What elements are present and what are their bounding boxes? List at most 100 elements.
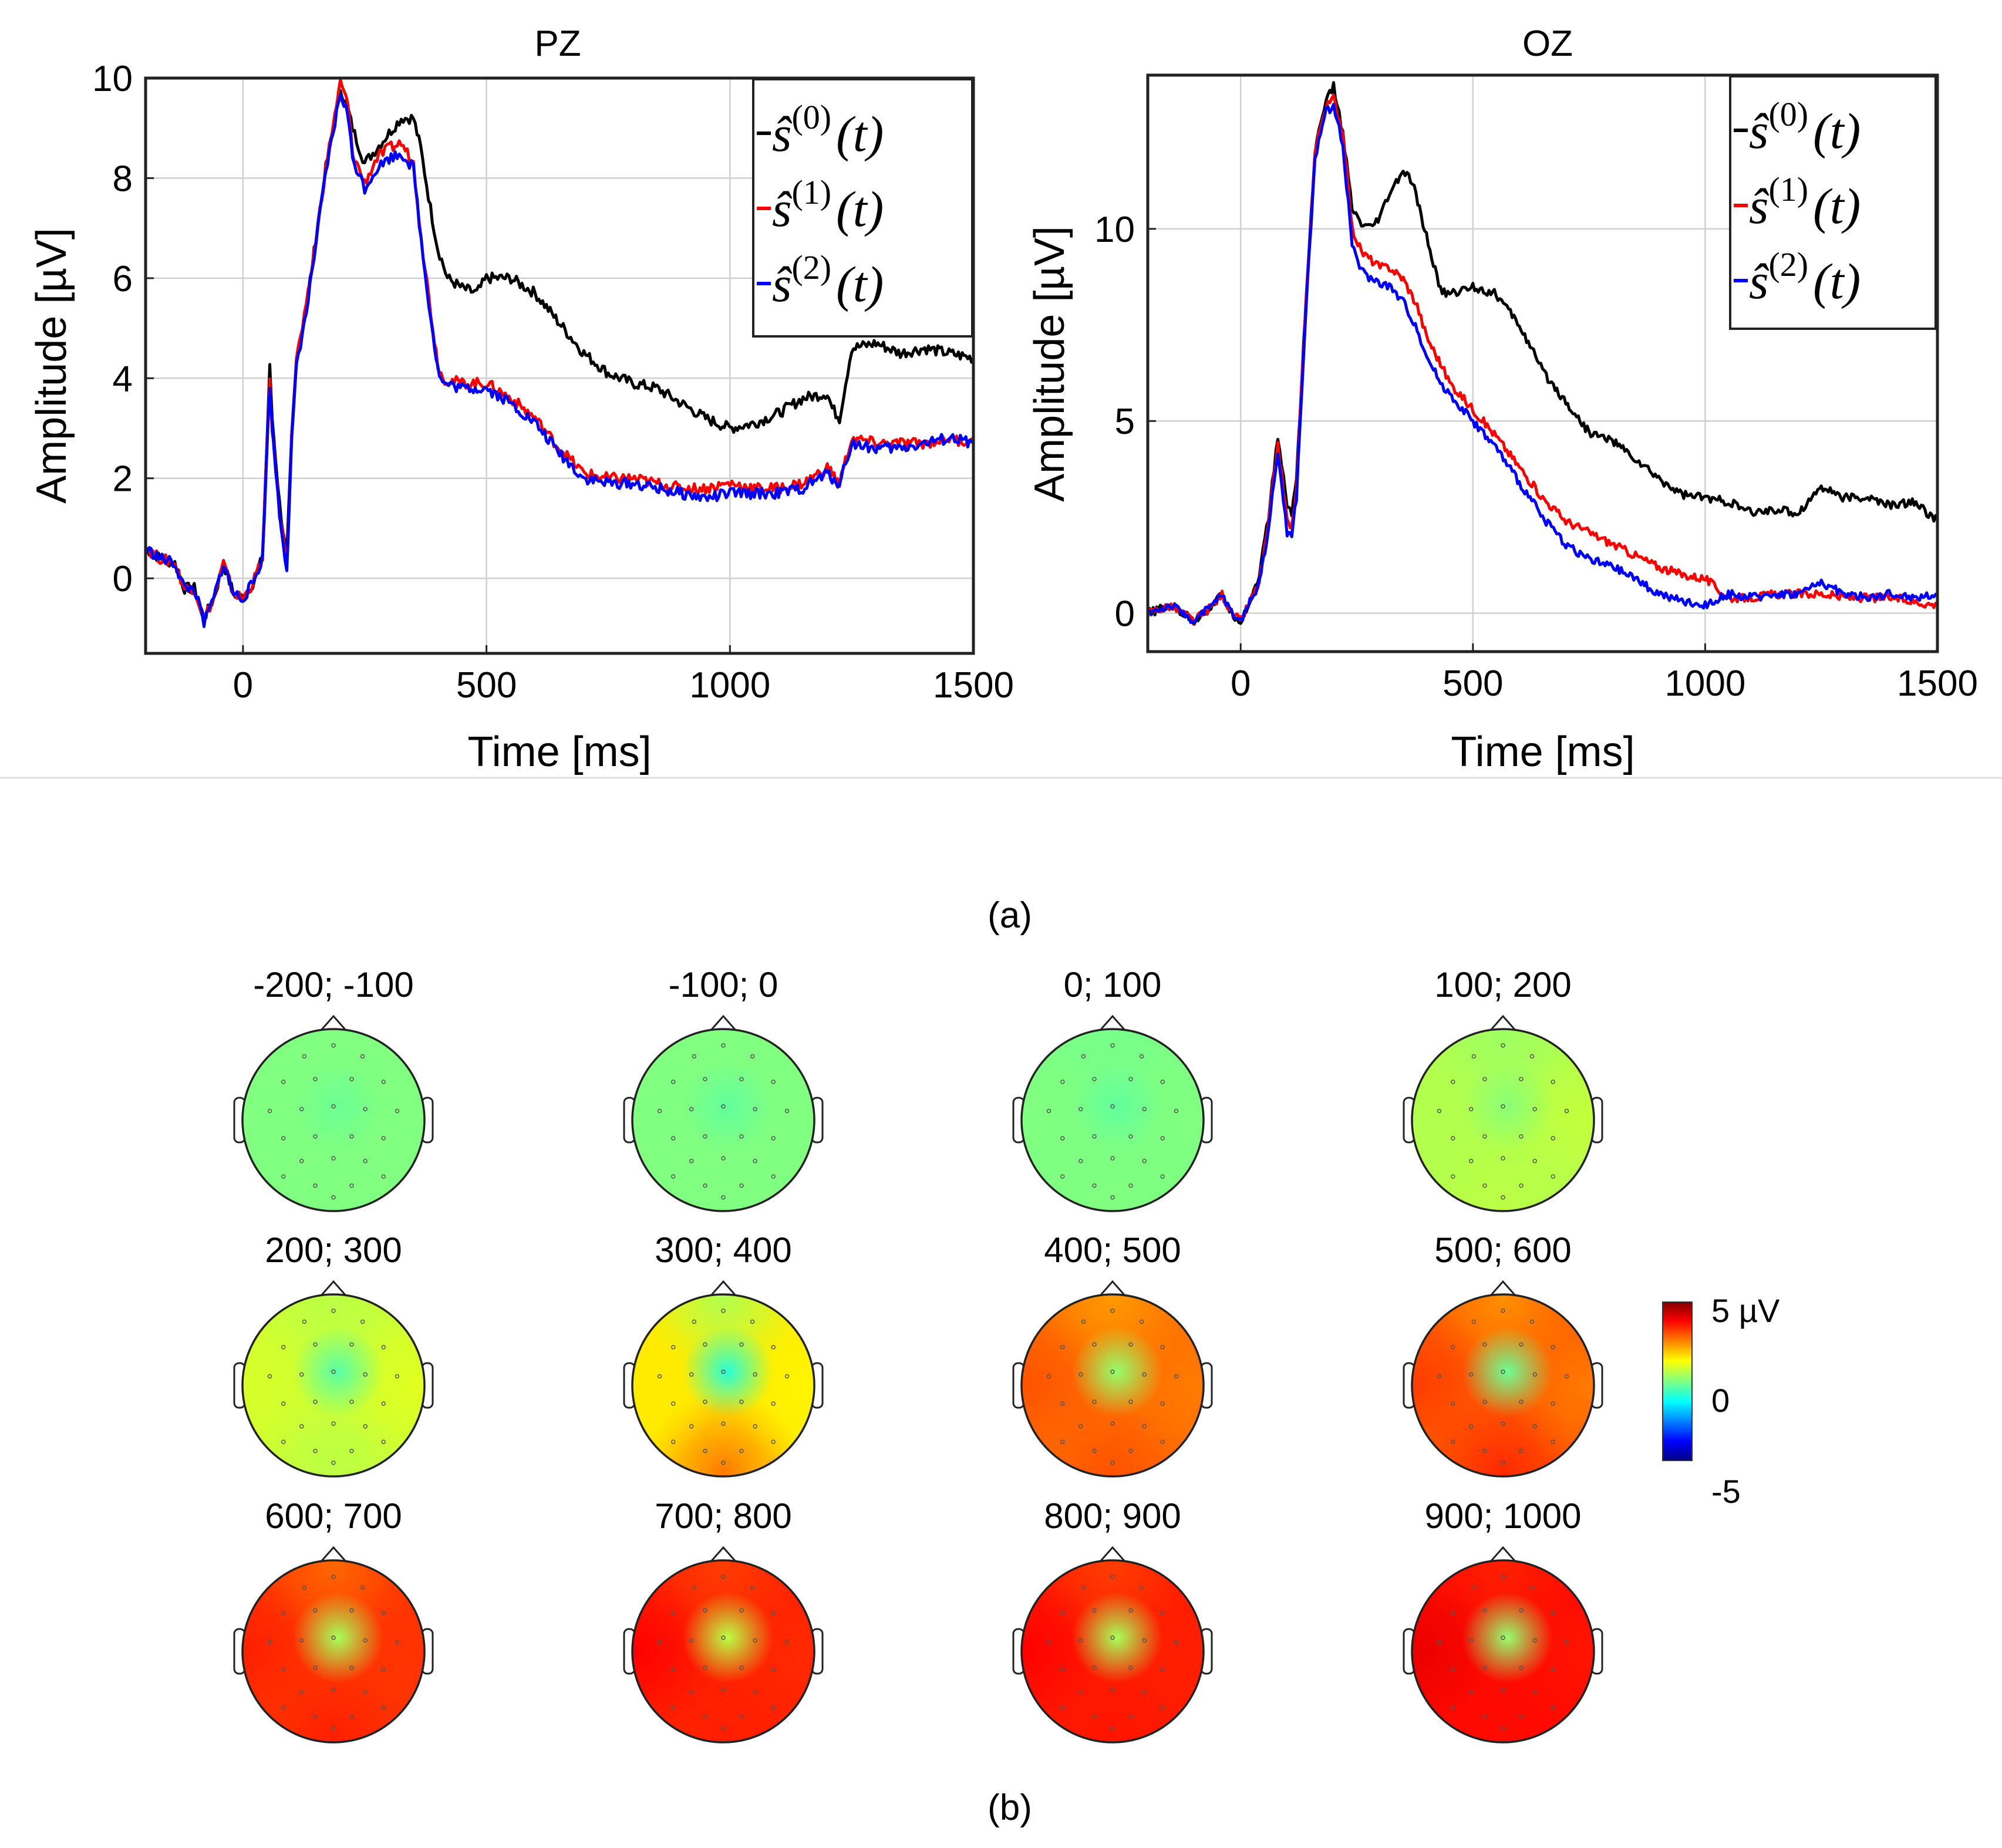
electrode-marker <box>1551 1439 1555 1444</box>
electrode-marker <box>1160 1401 1165 1406</box>
electrode-marker <box>1092 1342 1097 1347</box>
legend-label: ŝ(2)(t) <box>1749 245 1861 309</box>
electrode-marker <box>349 1134 354 1139</box>
electrode-marker <box>1532 1372 1537 1377</box>
electrode-marker <box>1482 1183 1487 1188</box>
topo-field <box>1022 1294 1204 1476</box>
electrode-marker <box>1078 1638 1083 1643</box>
electrode-marker <box>689 1107 694 1112</box>
electrode-marker <box>1081 1585 1086 1590</box>
electrode-marker <box>1060 1401 1065 1406</box>
electrode-marker <box>1110 1421 1115 1426</box>
electrode-marker <box>721 1461 726 1465</box>
electrode-marker <box>331 1104 336 1109</box>
electrode-marker <box>739 1665 744 1670</box>
electrode-marker <box>692 1319 697 1324</box>
topo-map: 200; 300 <box>233 1230 434 1478</box>
electrode-marker <box>1551 1174 1555 1179</box>
topo-field <box>1412 1560 1594 1742</box>
electrode-marker <box>1139 1054 1144 1059</box>
electrode-marker <box>1529 1585 1535 1590</box>
electrode-marker <box>1551 1401 1555 1406</box>
electrode-marker <box>363 1159 368 1164</box>
electrode-marker <box>1551 1136 1555 1141</box>
topo-map: -200; -100 <box>233 965 434 1212</box>
topo-map: 300; 400 <box>623 1230 824 1478</box>
electrode-marker <box>671 1136 676 1141</box>
electrode-marker <box>739 1342 744 1347</box>
electrode-marker <box>1564 1374 1569 1379</box>
electrode-marker <box>313 1714 318 1719</box>
electrode-marker <box>1142 1107 1147 1112</box>
head-nose <box>1098 1280 1127 1297</box>
electrode-marker <box>360 1585 365 1590</box>
electrode-marker <box>313 1665 318 1670</box>
series-line-2 <box>144 93 975 628</box>
x-tick-label: 1000 <box>1664 663 1745 704</box>
electrode-marker <box>1078 1372 1083 1377</box>
legend-entry: ŝ(2)(t) <box>757 248 884 312</box>
electrode-marker <box>784 1108 790 1114</box>
legend: ŝ(0)(t) ŝ(1)(t) ŝ(2)(t) <box>752 78 973 338</box>
electrode-marker <box>1482 1665 1487 1670</box>
topo-field <box>1412 1294 1594 1476</box>
electrode-marker <box>331 1195 336 1200</box>
head-outline <box>1411 1028 1595 1212</box>
electrode-marker <box>1081 1054 1086 1059</box>
electrode-marker <box>1092 1665 1097 1670</box>
electrode-marker <box>771 1439 776 1444</box>
legend-box <box>752 78 973 338</box>
electrode-marker <box>1501 1104 1505 1109</box>
topo-map-label: -100; 0 <box>669 965 778 1004</box>
legend: ŝ(0)(t) ŝ(1)(t) ŝ(2)(t) <box>1729 75 1937 330</box>
electrode-marker <box>1551 1345 1555 1350</box>
y-tick-label: 2 <box>113 459 133 500</box>
head-nose <box>709 1014 737 1031</box>
electrode-marker <box>299 1159 304 1164</box>
topo-map-label: 600; 700 <box>265 1496 402 1536</box>
plot-frame <box>144 76 975 655</box>
electrode-marker <box>1060 1174 1065 1179</box>
electrode-marker <box>313 1400 318 1404</box>
electrode-marker <box>281 1667 286 1672</box>
electrode-marker <box>1482 1342 1487 1347</box>
electrode-marker <box>1092 1448 1097 1454</box>
electrode-marker <box>1110 1104 1115 1109</box>
electrode-marker <box>1060 1439 1065 1444</box>
electrode-marker <box>721 1726 726 1731</box>
legend-entry: ŝ(2)(t) <box>1734 245 1861 309</box>
head-outline <box>241 1293 426 1478</box>
electrode-marker <box>281 1136 286 1141</box>
electrode-marker <box>381 1080 386 1084</box>
electrode-marker <box>1519 1077 1524 1081</box>
y-tick-label: 10 <box>1094 210 1135 250</box>
electrode-marker <box>1174 1108 1179 1114</box>
electrode-marker <box>771 1080 776 1084</box>
topo-map-label: 0; 100 <box>1064 965 1162 1004</box>
panel-label-b: (b) <box>987 1788 1032 1828</box>
electrode-marker <box>1532 1107 1537 1112</box>
electrode-marker <box>721 1370 726 1374</box>
electrode-marker <box>281 1345 286 1350</box>
electrode-marker <box>349 1608 354 1613</box>
electrode-marker <box>1529 1054 1535 1059</box>
electrode-marker <box>331 1043 336 1048</box>
electrode-marker <box>703 1608 707 1613</box>
electrode-marker <box>1532 1690 1537 1695</box>
electrode-marker <box>349 1448 354 1454</box>
topo-map: 700; 800 <box>623 1496 824 1744</box>
electrode-marker <box>771 1174 776 1179</box>
electrode-marker <box>299 1372 304 1377</box>
electrode-marker <box>349 1400 354 1404</box>
electrode-marker <box>1078 1107 1083 1112</box>
electrode-marker <box>363 1107 368 1112</box>
topo-map: 400; 500 <box>1012 1230 1213 1478</box>
electrode-marker <box>721 1156 726 1161</box>
topo-map: -100; 0 <box>623 965 824 1212</box>
electrode-marker <box>267 1374 272 1379</box>
electrode-marker <box>1060 1080 1065 1084</box>
electrode-marker <box>721 1043 726 1048</box>
electrode-marker <box>331 1421 336 1426</box>
electrode-marker <box>1110 1309 1115 1313</box>
